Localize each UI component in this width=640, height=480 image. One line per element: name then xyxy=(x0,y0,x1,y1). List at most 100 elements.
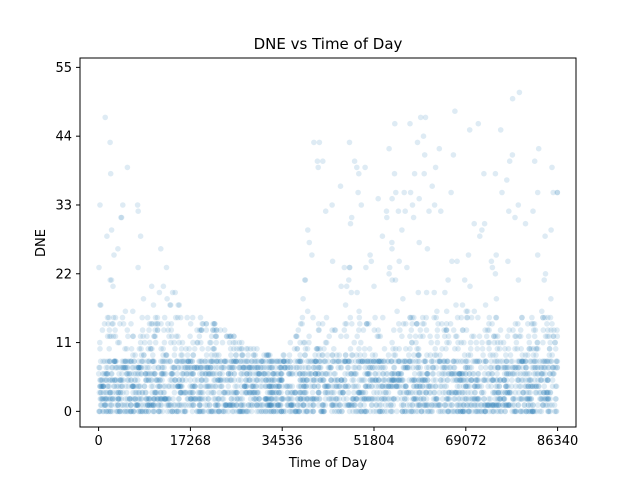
scatter-point xyxy=(432,346,439,352)
scatter-point xyxy=(234,389,240,396)
scatter-point xyxy=(305,396,312,402)
scatter-point xyxy=(509,364,516,371)
scatter-point xyxy=(495,402,502,408)
scatter-point xyxy=(509,377,515,383)
scatter-point xyxy=(270,371,276,377)
scatter-point xyxy=(227,346,234,352)
scatter-point xyxy=(300,402,307,408)
scatter-point xyxy=(310,377,317,383)
scatter-point xyxy=(297,371,303,377)
scatter-point xyxy=(196,402,203,408)
scatter-point xyxy=(385,383,392,390)
scatter-point xyxy=(248,408,255,415)
scatter-point xyxy=(376,358,383,365)
scatter-point xyxy=(152,333,159,340)
scatter-point xyxy=(135,408,142,415)
scatter-point xyxy=(437,402,443,408)
scatter-point xyxy=(394,408,400,415)
scatter-point xyxy=(175,314,181,321)
scatter-point xyxy=(329,402,336,408)
scatter-point xyxy=(366,346,373,352)
scatter-point xyxy=(266,389,273,396)
scatter-point xyxy=(115,364,121,371)
scatter-point xyxy=(527,408,534,415)
scatter-point xyxy=(464,402,470,408)
scatter-point xyxy=(357,389,364,396)
scatter-point xyxy=(277,377,283,383)
scatter-point xyxy=(120,389,126,396)
scatter-point xyxy=(554,189,561,196)
scatter-point xyxy=(494,364,501,371)
scatter-point xyxy=(152,396,158,402)
scatter-point xyxy=(115,246,121,252)
scatter-point xyxy=(547,389,554,396)
scatter-point xyxy=(215,396,221,402)
scatter-point xyxy=(165,383,172,390)
scatter-point xyxy=(101,321,108,327)
scatter-point xyxy=(117,389,124,396)
scatter-point xyxy=(100,396,107,402)
scatter-point xyxy=(445,277,451,283)
scatter-point xyxy=(177,389,184,396)
scatter-point xyxy=(491,333,497,340)
scatter-point xyxy=(130,308,136,315)
scatter-point xyxy=(239,389,245,396)
scatter-point xyxy=(304,377,310,383)
scatter-point xyxy=(442,371,449,377)
scatter-point xyxy=(350,396,357,402)
scatter-point xyxy=(370,396,376,402)
scatter-point xyxy=(384,358,391,365)
scatter-point xyxy=(406,358,413,365)
scatter-point xyxy=(396,358,402,365)
scatter-point xyxy=(533,346,540,352)
scatter-point xyxy=(342,321,348,327)
scatter-point xyxy=(176,396,182,402)
scatter-point xyxy=(415,408,421,415)
scatter-point xyxy=(95,371,102,377)
scatter-point xyxy=(187,333,193,340)
scatter-point xyxy=(512,383,519,390)
scatter-point xyxy=(468,389,474,396)
scatter-point xyxy=(388,358,395,365)
scatter-point xyxy=(154,377,160,383)
scatter-point xyxy=(394,396,401,402)
scatter-point xyxy=(318,408,325,415)
scatter-point xyxy=(265,377,272,383)
scatter-point xyxy=(328,402,335,408)
scatter-point xyxy=(161,396,167,402)
scatter-point xyxy=(498,408,505,415)
scatter-point xyxy=(102,389,109,396)
scatter-point xyxy=(548,227,554,233)
scatter-point xyxy=(474,377,481,383)
scatter-point xyxy=(541,396,548,402)
scatter-point xyxy=(549,377,556,383)
scatter-point xyxy=(333,396,339,402)
scatter-point xyxy=(188,364,195,371)
scatter-point xyxy=(333,383,340,390)
scatter-point xyxy=(471,358,478,365)
scatter-point xyxy=(522,396,528,402)
scatter-point xyxy=(358,396,364,402)
scatter-point xyxy=(416,389,423,396)
scatter-point xyxy=(297,371,303,377)
scatter-point xyxy=(373,402,379,408)
scatter-point xyxy=(210,371,216,377)
scatter-point xyxy=(181,358,187,365)
scatter-point xyxy=(537,408,543,415)
scatter-point xyxy=(381,396,387,402)
scatter-point xyxy=(135,389,142,396)
scatter-point xyxy=(150,358,156,365)
scatter-point xyxy=(273,396,280,402)
scatter-point xyxy=(310,402,317,408)
scatter-point xyxy=(321,383,328,390)
scatter-point xyxy=(391,396,398,402)
scatter-point xyxy=(542,358,549,365)
scatter-point xyxy=(233,358,239,365)
scatter-point xyxy=(172,289,178,296)
scatter-point xyxy=(99,377,106,383)
scatter-point xyxy=(485,377,491,383)
scatter-point xyxy=(373,358,380,365)
scatter-point xyxy=(467,339,474,346)
scatter-point xyxy=(108,402,114,408)
scatter-point xyxy=(445,377,451,383)
